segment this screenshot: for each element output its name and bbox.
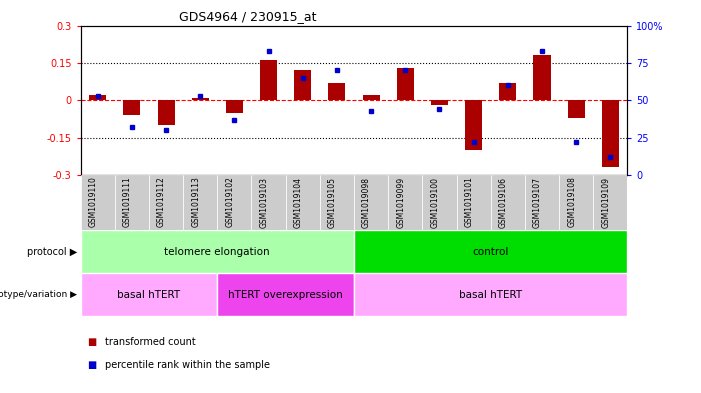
Bar [89,95,107,100]
Bar [81,175,115,230]
Bar [568,100,585,118]
Text: protocol ▶: protocol ▶ [27,246,77,257]
Text: hTERT overexpression: hTERT overexpression [229,290,343,300]
Bar [252,175,286,230]
Bar [499,83,517,100]
Text: control: control [472,246,509,257]
Bar [123,100,140,115]
Bar [158,100,175,125]
Bar [388,175,422,230]
Bar [217,175,252,230]
Text: GSM1019107: GSM1019107 [533,176,542,228]
Text: telomere elongation: telomere elongation [165,246,270,257]
Bar [601,100,619,167]
Text: basal hTERT: basal hTERT [117,290,181,300]
Bar [465,100,482,150]
Text: GSM1019105: GSM1019105 [328,176,337,228]
Text: GSM1019112: GSM1019112 [157,176,166,227]
Text: GDS4964 / 230915_at: GDS4964 / 230915_at [179,10,317,23]
Text: genotype/variation ▶: genotype/variation ▶ [0,290,77,299]
Text: ■: ■ [88,360,97,371]
Bar [226,100,243,113]
Bar [422,175,456,230]
Bar [217,273,354,316]
Bar [431,100,448,105]
Text: GSM1019110: GSM1019110 [89,176,97,228]
Bar [260,61,277,100]
Text: GSM1019111: GSM1019111 [123,176,132,227]
Text: basal hTERT: basal hTERT [459,290,522,300]
Text: GSM1019106: GSM1019106 [499,176,508,228]
Bar [354,230,627,273]
Text: ■: ■ [88,337,97,347]
Text: GSM1019109: GSM1019109 [601,176,611,228]
Text: GSM1019102: GSM1019102 [226,176,234,228]
Text: GSM1019108: GSM1019108 [567,176,576,228]
Bar [294,70,311,100]
Bar [286,175,320,230]
Text: transformed count: transformed count [105,337,196,347]
Bar [533,55,550,100]
Text: GSM1019104: GSM1019104 [294,176,303,228]
Bar [456,175,491,230]
Bar [397,68,414,100]
Bar [354,273,627,316]
Bar [593,175,627,230]
Bar [149,175,183,230]
Bar [115,175,149,230]
Bar [320,175,354,230]
Bar [362,95,380,100]
Bar [328,83,346,100]
Text: GSM1019099: GSM1019099 [396,176,405,228]
Bar [81,273,217,316]
Bar [354,175,388,230]
Bar [81,230,354,273]
Text: GSM1019101: GSM1019101 [465,176,474,228]
Bar [491,175,525,230]
Bar [191,98,209,100]
Bar [525,175,559,230]
Bar [559,175,593,230]
Text: GSM1019098: GSM1019098 [362,176,371,228]
Bar [183,175,217,230]
Text: percentile rank within the sample: percentile rank within the sample [105,360,270,371]
Text: GSM1019103: GSM1019103 [259,176,268,228]
Text: GSM1019100: GSM1019100 [430,176,440,228]
Text: GSM1019113: GSM1019113 [191,176,200,228]
